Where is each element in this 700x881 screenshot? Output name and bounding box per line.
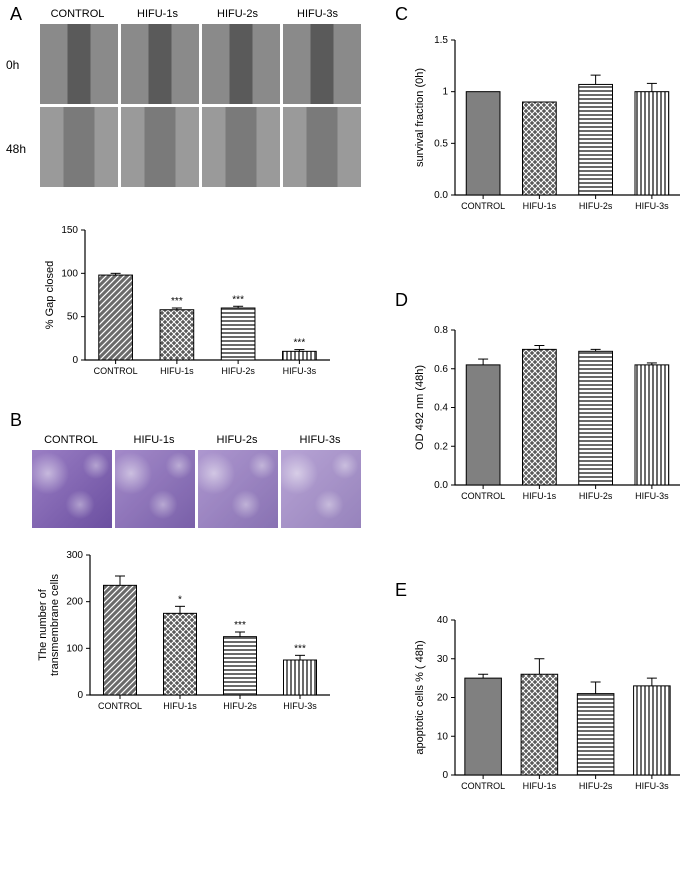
panelD-chart: 0.0 0.2 0.4 0.6 0.8 OD 492 nm (48h) CONTROL HIF… bbox=[400, 320, 690, 515]
panelA-micrographs bbox=[40, 24, 361, 187]
svg-text:CONTROL: CONTROL bbox=[461, 781, 505, 791]
svg-text:150: 150 bbox=[61, 225, 78, 236]
col-hifu2: HIFU-2s bbox=[198, 434, 276, 446]
micrograph bbox=[121, 107, 199, 187]
svg-text:0: 0 bbox=[77, 690, 83, 701]
svg-text:0.0: 0.0 bbox=[434, 190, 448, 201]
micrograph bbox=[40, 24, 118, 104]
row-48h: 48h bbox=[6, 142, 26, 156]
svg-text:HIFU-2s: HIFU-2s bbox=[579, 781, 613, 791]
col-hifu2: HIFU-2s bbox=[200, 8, 275, 20]
svg-text:HIFU-1s: HIFU-1s bbox=[523, 781, 557, 791]
svg-text:100: 100 bbox=[66, 643, 83, 654]
svg-text:HIFU-2s: HIFU-2s bbox=[221, 366, 255, 376]
panelC-chart: 0.0 0.5 1 1.5 survival fraction (0h) CONTROL H… bbox=[400, 30, 690, 225]
col-hifu3: HIFU-3s bbox=[281, 434, 359, 446]
micrograph bbox=[283, 24, 361, 104]
svg-text:HIFU-3s: HIFU-3s bbox=[635, 491, 669, 501]
svg-text:0: 0 bbox=[442, 770, 448, 781]
panel-d-label: D bbox=[395, 290, 408, 311]
svg-text:0.6: 0.6 bbox=[434, 364, 448, 375]
micrograph bbox=[283, 107, 361, 187]
svg-text:***: *** bbox=[294, 338, 306, 349]
svg-text:20: 20 bbox=[437, 693, 449, 704]
col-control: CONTROL bbox=[32, 434, 110, 446]
col-hifu3: HIFU-3s bbox=[280, 8, 355, 20]
svg-text:apoptotic cells % ( 48h): apoptotic cells % ( 48h) bbox=[414, 640, 426, 754]
svg-text:0.0: 0.0 bbox=[434, 480, 448, 491]
svg-text:***: *** bbox=[171, 296, 183, 307]
svg-text:HIFU-3s: HIFU-3s bbox=[283, 366, 317, 376]
svg-text:HIFU-2s: HIFU-2s bbox=[223, 701, 257, 711]
svg-text:50: 50 bbox=[67, 312, 79, 323]
svg-text:HIFU-3s: HIFU-3s bbox=[635, 201, 669, 211]
svg-text:0.4: 0.4 bbox=[434, 403, 448, 414]
svg-text:HIFU-1s: HIFU-1s bbox=[160, 366, 194, 376]
svg-text:1.5: 1.5 bbox=[434, 35, 448, 46]
svg-text:CONTROL: CONTROL bbox=[461, 491, 505, 501]
svg-text:% Gap closed: % Gap closed bbox=[44, 261, 56, 329]
svg-text:***: *** bbox=[294, 643, 306, 654]
svg-text:40: 40 bbox=[437, 615, 449, 626]
svg-text:0.5: 0.5 bbox=[434, 138, 448, 149]
svg-text:*: * bbox=[178, 594, 182, 605]
svg-text:30: 30 bbox=[437, 654, 449, 665]
svg-text:10: 10 bbox=[437, 731, 449, 742]
svg-text:100: 100 bbox=[61, 268, 78, 279]
svg-text:transmembrane cells: transmembrane cells bbox=[49, 573, 61, 676]
panelA-chart: 0 50 100 150 % Gap closed CONTROL *** HIFU-1s **… bbox=[30, 220, 340, 390]
svg-text:***: *** bbox=[234, 620, 246, 631]
svg-text:HIFU-3s: HIFU-3s bbox=[635, 781, 669, 791]
svg-text:0.2: 0.2 bbox=[434, 441, 448, 452]
panel-e-label: E bbox=[395, 580, 407, 601]
svg-text:HIFU-1s: HIFU-1s bbox=[523, 491, 557, 501]
panel-a-label: A bbox=[10, 4, 22, 25]
svg-text:survival fraction (0h): survival fraction (0h) bbox=[414, 68, 426, 167]
micrograph bbox=[202, 24, 280, 104]
svg-text:HIFU-1s: HIFU-1s bbox=[163, 701, 197, 711]
panelB-chart: 0 100 200 300 The number oftransmembrane cel… bbox=[30, 545, 340, 725]
svg-text:CONTROL: CONTROL bbox=[461, 201, 505, 211]
svg-text:CONTROL: CONTROL bbox=[94, 366, 138, 376]
svg-text:The number of: The number of bbox=[37, 588, 49, 660]
micrograph bbox=[198, 450, 278, 528]
svg-text:HIFU-3s: HIFU-3s bbox=[283, 701, 317, 711]
svg-text:200: 200 bbox=[66, 597, 83, 608]
micrograph bbox=[40, 107, 118, 187]
panel-b-label: B bbox=[10, 410, 22, 431]
micrograph bbox=[115, 450, 195, 528]
svg-text:HIFU-2s: HIFU-2s bbox=[579, 201, 613, 211]
panelE-chart: 0 10 20 30 40 apoptotic cells % ( 48h) CONTROL… bbox=[400, 610, 690, 805]
col-hifu1: HIFU-1s bbox=[120, 8, 195, 20]
svg-text:HIFU-2s: HIFU-2s bbox=[579, 491, 613, 501]
col-control: CONTROL bbox=[40, 8, 115, 20]
svg-text:***: *** bbox=[232, 294, 244, 305]
svg-text:CONTROL: CONTROL bbox=[98, 701, 142, 711]
micrograph bbox=[281, 450, 361, 528]
svg-text:1: 1 bbox=[442, 87, 448, 98]
micrograph bbox=[121, 24, 199, 104]
svg-text:0.8: 0.8 bbox=[434, 325, 448, 336]
micrograph bbox=[202, 107, 280, 187]
micrograph bbox=[32, 450, 112, 528]
row-0h: 0h bbox=[6, 58, 19, 72]
svg-text:0: 0 bbox=[72, 355, 78, 366]
svg-text:HIFU-1s: HIFU-1s bbox=[523, 201, 557, 211]
panelB-micrographs bbox=[32, 450, 361, 528]
panel-c-label: C bbox=[395, 4, 408, 25]
svg-text:OD 492 nm (48h): OD 492 nm (48h) bbox=[414, 365, 426, 450]
svg-text:300: 300 bbox=[66, 550, 83, 561]
col-hifu1: HIFU-1s bbox=[115, 434, 193, 446]
